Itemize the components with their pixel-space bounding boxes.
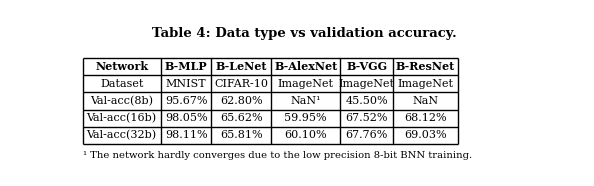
Text: NaN: NaN	[412, 96, 438, 106]
Text: B-MLP: B-MLP	[165, 61, 207, 72]
Text: 60.10%: 60.10%	[285, 130, 327, 140]
Text: ImageNet: ImageNet	[397, 79, 453, 89]
Text: 67.52%: 67.52%	[346, 113, 388, 123]
Text: 67.76%: 67.76%	[346, 130, 388, 140]
Text: 62.80%: 62.80%	[220, 96, 263, 106]
Text: 45.50%: 45.50%	[346, 96, 388, 106]
Text: ImageNet: ImageNet	[278, 79, 334, 89]
Text: B-VGG: B-VGG	[346, 61, 387, 72]
Text: Network: Network	[95, 61, 148, 72]
Text: ImageNet: ImageNet	[339, 79, 395, 89]
Text: 95.67%: 95.67%	[165, 96, 207, 106]
Text: Val-acc(8b): Val-acc(8b)	[90, 96, 153, 106]
Text: 98.05%: 98.05%	[165, 113, 207, 123]
Text: B-LeNet: B-LeNet	[216, 61, 267, 72]
Text: NaN¹: NaN¹	[290, 96, 321, 106]
Text: Val-acc(16b): Val-acc(16b)	[87, 113, 157, 124]
Text: Val-acc(32b): Val-acc(32b)	[87, 130, 157, 141]
Text: Table 4: Data type vs validation accuracy.: Table 4: Data type vs validation accurac…	[152, 27, 457, 40]
Text: 65.62%: 65.62%	[220, 113, 263, 123]
Text: 98.11%: 98.11%	[165, 130, 207, 140]
Text: B-ResNet: B-ResNet	[396, 61, 455, 72]
Text: B-AlexNet: B-AlexNet	[274, 61, 337, 72]
Text: CIFAR-10: CIFAR-10	[214, 79, 268, 89]
Text: 69.03%: 69.03%	[404, 130, 447, 140]
Text: ¹ The network hardly converges due to the low precision 8-bit BNN training.: ¹ The network hardly converges due to th…	[83, 151, 472, 160]
Text: MNIST: MNIST	[166, 79, 207, 89]
Text: 68.12%: 68.12%	[404, 113, 447, 123]
Text: 65.81%: 65.81%	[220, 130, 263, 140]
Text: Dataset: Dataset	[100, 79, 143, 89]
Text: 59.95%: 59.95%	[285, 113, 327, 123]
